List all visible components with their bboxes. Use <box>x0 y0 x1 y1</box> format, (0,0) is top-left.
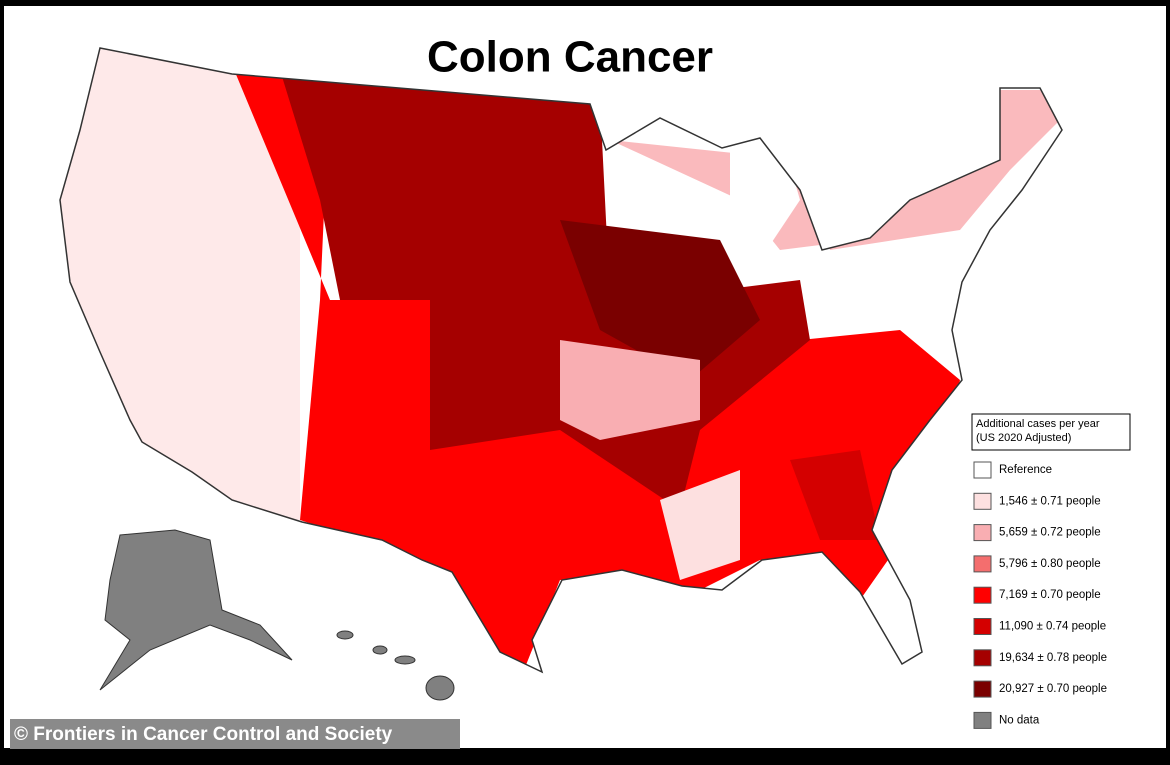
legend-title-box <box>971 413 1131 451</box>
region-georgia <box>790 450 880 540</box>
legend-label: 5,796 ± 0.80 people <box>999 558 1101 570</box>
legend-label: 5,659 ± 0.72 people <box>999 527 1101 539</box>
legend-swatch <box>973 711 992 729</box>
legend-swatch <box>973 586 992 604</box>
legend-swatch <box>973 618 992 635</box>
alaska <box>99 529 293 691</box>
hawaii-island <box>425 675 455 701</box>
legend-title: Additional cases per year <box>976 418 1100 430</box>
region-south-pink <box>660 470 740 580</box>
legend-label: 11,090 ± 0.74 people <box>999 621 1106 633</box>
legend-label: 7,169 ± 0.70 people <box>999 589 1101 601</box>
region-midwest-pink <box>560 340 700 440</box>
hawaii <box>336 630 455 701</box>
legend: Additional cases per year (US 2020 Adjust… <box>971 413 1131 729</box>
region-red <box>230 60 960 672</box>
legend-label: No data <box>999 714 1040 726</box>
credit-box <box>10 719 460 749</box>
hawaii-island <box>394 655 416 665</box>
hawaii-island <box>336 630 354 640</box>
legend-label: 20,927 ± 0.70 people <box>999 683 1107 695</box>
legend-title: (US 2020 Adjusted) <box>976 432 1071 444</box>
legend-swatch <box>973 492 992 510</box>
us-outline <box>59 47 1063 674</box>
credit: © Frontiers in Cancer Control and Societ… <box>14 724 393 745</box>
region-darkest <box>560 220 760 380</box>
region-northeast-pink <box>610 90 1060 250</box>
legend-swatch <box>973 649 992 667</box>
legend-swatch <box>973 461 992 479</box>
legend-swatch <box>973 555 992 573</box>
legend-swatch <box>973 524 992 542</box>
legend-label: 1,546 ± 0.71 people <box>999 495 1101 507</box>
legend-swatch <box>973 680 992 698</box>
legend-label: Reference <box>999 464 1052 476</box>
legend-label: 19,634 ± 0.78 people <box>999 652 1107 664</box>
hawaii-island <box>372 645 388 655</box>
map-title: Colon Cancer <box>427 33 713 82</box>
